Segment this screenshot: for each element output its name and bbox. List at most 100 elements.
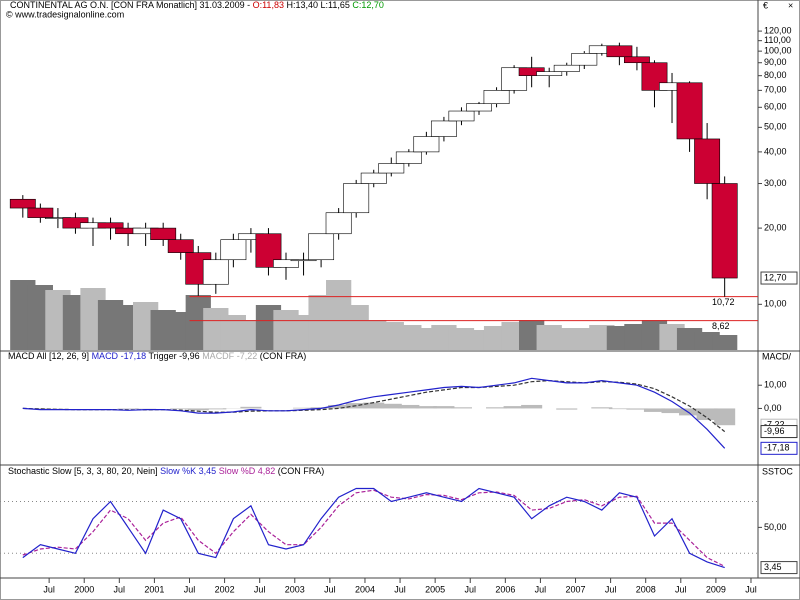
x-tick-label: 2009 [706, 584, 726, 594]
y-tick-label: 90,00 [764, 57, 787, 67]
histogram-bar [328, 404, 350, 409]
price-header: CONTINENTAL AG O.N. [CON FRA Monatlich] … [10, 0, 384, 10]
candle-body [9, 198, 36, 209]
candle-body [273, 259, 299, 268]
last-value-box [760, 441, 798, 455]
last-value-label: 3,45 [764, 562, 782, 572]
y-tick-label: 60,00 [764, 102, 787, 112]
indicator-line [22, 489, 725, 567]
candle-body [623, 56, 650, 64]
x-tick-label: Jul [535, 584, 547, 594]
last-value-box [760, 425, 798, 439]
candle-body [202, 259, 229, 285]
candle-body [571, 53, 598, 66]
histogram-bar [521, 404, 543, 409]
x-tick-label: 2005 [425, 584, 445, 594]
candle-body [360, 172, 387, 184]
candle-body [694, 138, 721, 184]
histogram-bar [187, 408, 209, 411]
indicator-line [22, 487, 725, 569]
candle-body [167, 239, 194, 253]
last-value-label: -7,22 [764, 420, 785, 430]
y-tick-label: 10,00 [764, 299, 787, 309]
y-tick-label: 100,00 [764, 46, 792, 56]
y-tick-label: 40,00 [764, 146, 787, 156]
last-price-label: 12,70 [764, 272, 787, 282]
candle-body [343, 183, 370, 214]
histogram-bar [380, 403, 402, 409]
x-tick-label: Jul [605, 584, 617, 594]
y-tick-label: 70,00 [764, 85, 787, 95]
histogram-bar [714, 408, 736, 426]
x-tick-label: 2004 [355, 584, 375, 594]
x-tick-label: Jul [394, 584, 406, 594]
histogram-bar [643, 408, 666, 412]
histogram-bar [433, 406, 455, 409]
watermark: © www.tradesignalonline.com [6, 9, 124, 19]
histogram-bar [450, 407, 472, 409]
y-tick-label: 50,00 [764, 522, 787, 532]
y-tick-label: 0,00 [764, 403, 782, 413]
indicator-line [22, 377, 726, 449]
candle-body [676, 82, 703, 140]
histogram-bar [240, 406, 262, 409]
candle-body [220, 239, 247, 261]
candle-body [150, 227, 177, 240]
candle-body [430, 120, 457, 137]
histogram-bar [696, 408, 718, 421]
x-tick-label: Jul [254, 584, 266, 594]
x-tick-label: 2007 [566, 584, 586, 594]
candle-body [413, 136, 440, 153]
histogram-bar [503, 406, 525, 409]
last-value-label: -9,96 [764, 426, 785, 436]
level-label: 10,72 [712, 297, 735, 307]
histogram-bar [170, 408, 192, 410]
histogram-bar [591, 407, 613, 409]
candle-body [378, 163, 405, 174]
y-tick-label: 50,00 [764, 122, 787, 132]
x-tick-label: Jul [324, 584, 336, 594]
x-tick-label: 2008 [636, 584, 656, 594]
y-tick-label: 30,00 [764, 178, 787, 188]
candle-body [606, 45, 633, 58]
last-value-box [760, 561, 798, 575]
y-tick-label: 110,00 [764, 35, 791, 45]
last-price-box [760, 271, 798, 285]
y-tick-label: 20,00 [764, 222, 787, 232]
x-tick-label: Jul [464, 584, 476, 594]
x-tick-label: Jul [184, 584, 196, 594]
candle-body [97, 222, 124, 229]
stoch-header: Stochastic Slow [5, 3, 3, 80, 20, Nein] … [8, 466, 324, 476]
x-tick-label: 2006 [495, 584, 515, 594]
candle-body [325, 212, 352, 235]
candle-body [536, 71, 563, 76]
histogram-bar [398, 404, 420, 409]
x-tick-label: 2002 [215, 584, 235, 594]
histogram-bar [415, 406, 437, 409]
currency: € [763, 0, 768, 10]
last-value-label: -17,18 [764, 443, 790, 453]
stoch-axis-name: SSTOC [762, 466, 793, 476]
volume-bar [712, 335, 738, 350]
candle-body [466, 103, 492, 112]
x-tick-label: Jul [114, 584, 126, 594]
x-tick-label: 2003 [285, 584, 305, 594]
x-tick-label: Jul [745, 584, 757, 594]
x-tick-label: 2000 [74, 584, 94, 594]
candle-body [483, 90, 510, 105]
candle-body [308, 233, 335, 261]
candle-body [290, 259, 317, 262]
x-tick-label: Jul [675, 584, 687, 594]
histogram-bar [486, 407, 508, 409]
y-tick-label: 120,00 [764, 25, 792, 35]
histogram-bar [363, 402, 385, 409]
close-icon[interactable]: × [788, 0, 793, 10]
candle-body [448, 110, 475, 122]
candle-body [553, 64, 580, 72]
histogram-bar [205, 408, 227, 410]
macd-axis-name: MACD/ [762, 351, 791, 361]
y-tick-label: 10,00 [764, 380, 787, 390]
histogram-bar [293, 407, 315, 409]
histogram-bar [556, 408, 578, 410]
